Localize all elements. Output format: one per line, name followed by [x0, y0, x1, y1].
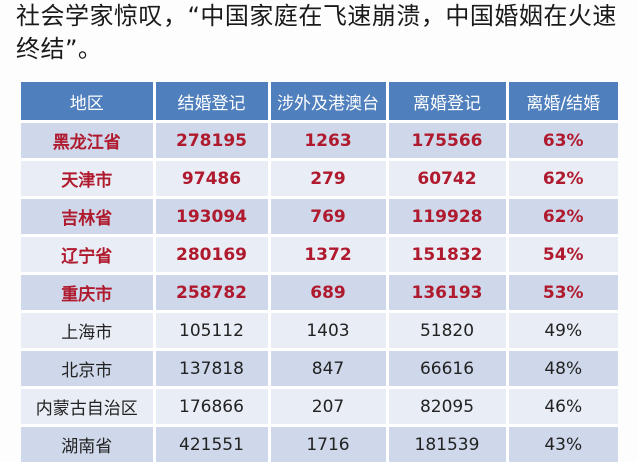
cell-region: 上海市 [21, 311, 156, 351]
cell-marriage: 280169 [154, 235, 271, 275]
cell-divorce: 60742 [387, 159, 509, 199]
cell-marriage: 97486 [154, 159, 271, 199]
cell-marriage: 258782 [154, 273, 271, 313]
cell-marriage: 176866 [154, 387, 271, 427]
cell-region: 天津市 [21, 159, 156, 199]
table-row: 天津市 97486 279 60742 62% [21, 159, 618, 199]
cell-region: 内蒙古自治区 [21, 387, 156, 427]
marriage-divorce-table: 地区 结婚登记 涉外及港澳台 离婚登记 离婚/结婚 黑龙江省 278195 12… [21, 82, 618, 462]
cell-divorce: 119928 [387, 197, 509, 237]
intro-line: 社会学家惊叹，“中国家庭在飞速崩溃，中国婚姻在火速 [16, 2, 617, 30]
cell-marriage: 421551 [154, 425, 271, 462]
cell-ratio: 49% [507, 311, 618, 351]
table-body: 黑龙江省 278195 1263 175566 63% 天津市 97486 27… [21, 121, 618, 462]
cell-ratio: 43% [507, 425, 618, 462]
cell-ratio: 63% [507, 121, 618, 161]
header-divorce: 离婚登记 [387, 82, 509, 123]
table-row: 吉林省 193094 769 119928 62% [21, 197, 618, 237]
cell-marriage: 193094 [154, 197, 271, 237]
cell-foreign: 1372 [269, 235, 389, 275]
cell-divorce: 175566 [387, 121, 509, 161]
header-region: 地区 [21, 82, 156, 123]
table-row: 湖南省 421551 1716 181539 43% [21, 425, 618, 462]
table-row: 辽宁省 280169 1372 151832 54% [21, 235, 618, 275]
cell-ratio: 46% [507, 387, 618, 427]
cell-foreign: 847 [269, 349, 389, 389]
table-row: 上海市 105112 1403 51820 49% [21, 311, 618, 351]
cell-divorce: 51820 [387, 311, 509, 351]
cell-region: 黑龙江省 [21, 121, 156, 161]
table-row: 重庆市 258782 689 136193 53% [21, 273, 618, 313]
table-row: 内蒙古自治区 176866 207 82095 46% [21, 387, 618, 427]
marriage-divorce-table-container: 地区 结婚登记 涉外及港澳台 离婚登记 离婚/结婚 黑龙江省 278195 12… [21, 82, 618, 462]
table-header-row: 地区 结婚登记 涉外及港澳台 离婚登记 离婚/结婚 [21, 82, 618, 123]
cell-divorce: 136193 [387, 273, 509, 313]
cell-region: 辽宁省 [21, 235, 156, 275]
cell-marriage: 278195 [154, 121, 271, 161]
cell-foreign: 279 [269, 159, 389, 199]
cell-foreign: 1263 [269, 121, 389, 161]
cell-divorce: 82095 [387, 387, 509, 427]
intro-line: 终结”。 [16, 35, 103, 63]
intro-text: 社会学家惊叹，“中国家庭在飞速崩溃，中国婚姻在火速 终结”。 [16, 0, 626, 66]
cell-divorce: 66616 [387, 349, 509, 389]
cell-foreign: 207 [269, 387, 389, 427]
cell-divorce: 181539 [387, 425, 509, 462]
table-row: 黑龙江省 278195 1263 175566 63% [21, 121, 618, 161]
cell-divorce: 151832 [387, 235, 509, 275]
cell-ratio: 53% [507, 273, 618, 313]
cell-region: 湖南省 [21, 425, 156, 462]
cell-foreign: 1403 [269, 311, 389, 351]
cell-region: 北京市 [21, 349, 156, 389]
cell-marriage: 105112 [154, 311, 271, 351]
cell-foreign: 689 [269, 273, 389, 313]
table-row: 北京市 137818 847 66616 48% [21, 349, 618, 389]
cell-region: 吉林省 [21, 197, 156, 237]
cell-ratio: 62% [507, 197, 618, 237]
cell-ratio: 62% [507, 159, 618, 199]
cell-foreign: 1716 [269, 425, 389, 462]
header-ratio: 离婚/结婚 [507, 82, 618, 123]
cell-ratio: 54% [507, 235, 618, 275]
cell-foreign: 769 [269, 197, 389, 237]
cell-ratio: 48% [507, 349, 618, 389]
header-marriage: 结婚登记 [154, 82, 271, 123]
cell-marriage: 137818 [154, 349, 271, 389]
cell-region: 重庆市 [21, 273, 156, 313]
header-foreign: 涉外及港澳台 [269, 82, 389, 123]
